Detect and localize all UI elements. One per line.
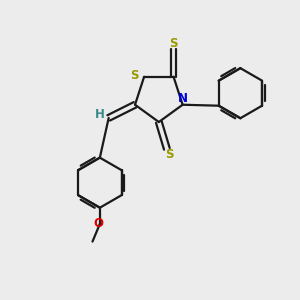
Text: S: S bbox=[166, 148, 174, 160]
Text: S: S bbox=[130, 69, 139, 82]
Text: N: N bbox=[178, 92, 188, 105]
Text: O: O bbox=[93, 218, 103, 230]
Text: S: S bbox=[169, 37, 178, 50]
Text: H: H bbox=[95, 109, 105, 122]
